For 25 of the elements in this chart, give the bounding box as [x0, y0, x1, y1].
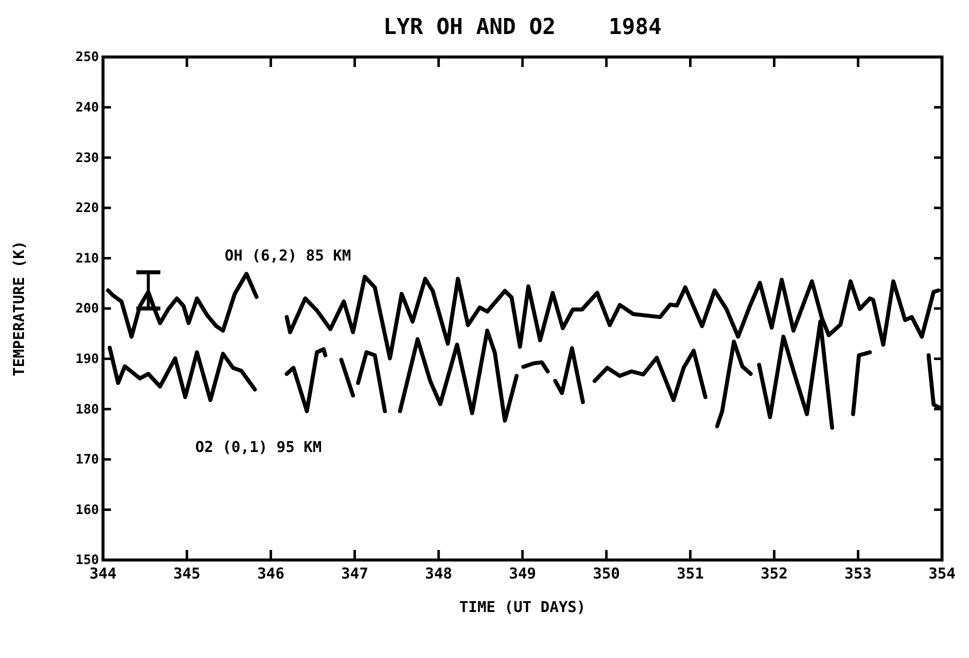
y-tick-label: 240	[76, 100, 100, 116]
x-tick-label: 352	[760, 564, 788, 583]
x-tick-label: 351	[676, 564, 704, 583]
chart-title: LYR OH AND O2 1984	[383, 15, 662, 40]
x-tick-label: 345	[173, 564, 200, 583]
x-tick-label: 349	[508, 564, 536, 583]
x-tick-label: 350	[592, 564, 620, 583]
series-label: OH (6,2) 85 KM	[224, 246, 352, 265]
y-tick-label: 160	[76, 502, 100, 518]
x-tick-label: 347	[341, 564, 368, 583]
text: O2 (0,1) 95 KM	[195, 438, 322, 456]
x-tick-label: 354	[928, 564, 956, 583]
x-tick-label: 353	[844, 564, 872, 583]
y-tick-label: 210	[76, 251, 100, 266]
y-tick-label: 220	[76, 201, 100, 216]
y-tick-label: 250	[76, 50, 100, 66]
x-tick-label: 348	[425, 564, 452, 583]
y-tick-label: 190	[76, 352, 100, 367]
y-tick-label: 180	[76, 402, 100, 418]
y-axis-title: TEMPERATURE (K)	[10, 240, 28, 376]
x-axis-title: TIME (UT DAYS)	[459, 598, 586, 616]
y-tick-label: 200	[76, 302, 100, 317]
y-tick-label: 170	[76, 452, 100, 468]
y-tick-label: 230	[76, 150, 100, 166]
x-tick-label: 346	[257, 564, 284, 583]
